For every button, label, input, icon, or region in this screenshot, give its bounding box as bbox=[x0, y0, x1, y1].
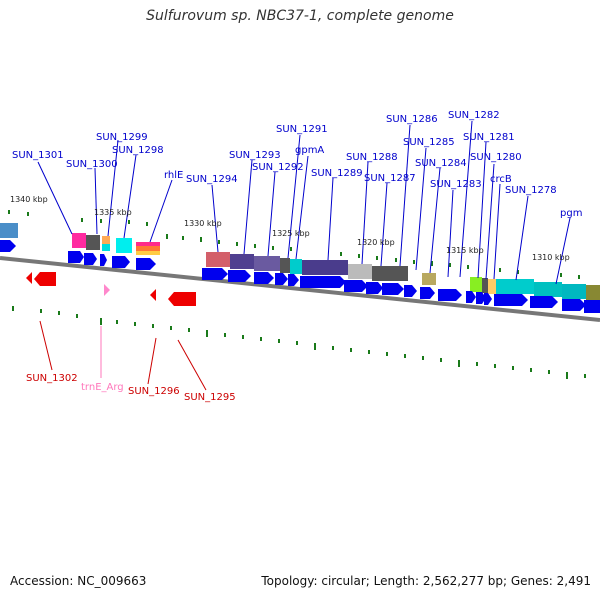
kbp-label: 1330 kbp bbox=[184, 219, 222, 228]
gene-label: pgm bbox=[560, 208, 582, 219]
gene-label: SUN_1301 bbox=[12, 150, 64, 161]
gene-label: rhlE bbox=[164, 170, 183, 181]
gene-label: SUN_1284 bbox=[415, 158, 467, 169]
gene-label: SUN_1293 bbox=[229, 150, 281, 161]
genome-backbone bbox=[0, 256, 600, 322]
gene-label: SUN_1291 bbox=[276, 124, 328, 135]
forward-genes bbox=[0, 240, 600, 313]
gene-label: SUN_1299 bbox=[96, 132, 148, 143]
leader-sun-1296 bbox=[147, 337, 157, 385]
gene-label: SUN_1302 bbox=[26, 373, 78, 384]
feature-band bbox=[0, 223, 600, 300]
leader-sun-1302 bbox=[39, 320, 53, 371]
gene-label: SUN_1286 bbox=[386, 114, 438, 125]
gene-label: SUN_1287 bbox=[364, 173, 416, 184]
gene-label: SUN_1295 bbox=[184, 392, 236, 403]
kbp-label: 1310 kbp bbox=[532, 253, 570, 262]
gene-label: SUN_1296 bbox=[128, 386, 180, 397]
top-leader-lines bbox=[37, 120, 571, 285]
gene-label: SUN_1292 bbox=[252, 162, 304, 173]
gene-label: SUN_1298 bbox=[112, 145, 164, 156]
gene-label: SUN_1282 bbox=[448, 110, 500, 121]
gene-label: crcB bbox=[490, 174, 512, 185]
kbp-label: 1340 kbp bbox=[10, 195, 48, 204]
gene-label: SUN_1285 bbox=[403, 137, 455, 148]
gene-label: SUN_1294 bbox=[186, 174, 238, 185]
gene-label: SUN_1300 bbox=[66, 159, 118, 170]
genome-summary: Topology: circular; Length: 2,562,277 bp… bbox=[261, 574, 591, 588]
gene-label: trnE_Arg bbox=[81, 382, 124, 393]
kbp-label: 1325 kbp bbox=[272, 229, 310, 238]
gene-label: SUN_1278 bbox=[505, 185, 557, 196]
trna-gene bbox=[104, 284, 110, 296]
kbp-label: 1315 kbp bbox=[446, 246, 484, 255]
gene-label: SUN_1289 bbox=[311, 168, 363, 179]
gene-label: SUN_1283 bbox=[430, 179, 482, 190]
gene-label: SUN_1288 bbox=[346, 152, 398, 163]
gene-label: SUN_1281 bbox=[463, 132, 515, 143]
gene-label: SUN_1280 bbox=[470, 152, 522, 163]
top-tick-row bbox=[8, 210, 580, 279]
kbp-label: 1320 kbp bbox=[357, 238, 395, 247]
accession-text: Accession: NC_009663 bbox=[10, 574, 147, 588]
reverse-genes bbox=[26, 272, 196, 306]
gene-label: gpmA bbox=[295, 145, 324, 156]
bottom-tick-row bbox=[12, 306, 586, 379]
leader-sun-1295 bbox=[177, 339, 207, 391]
genome-title: Sulfurovum sp. NBC37-1, complete genome bbox=[146, 8, 454, 24]
kbp-label: 1335 kbp bbox=[94, 208, 132, 217]
